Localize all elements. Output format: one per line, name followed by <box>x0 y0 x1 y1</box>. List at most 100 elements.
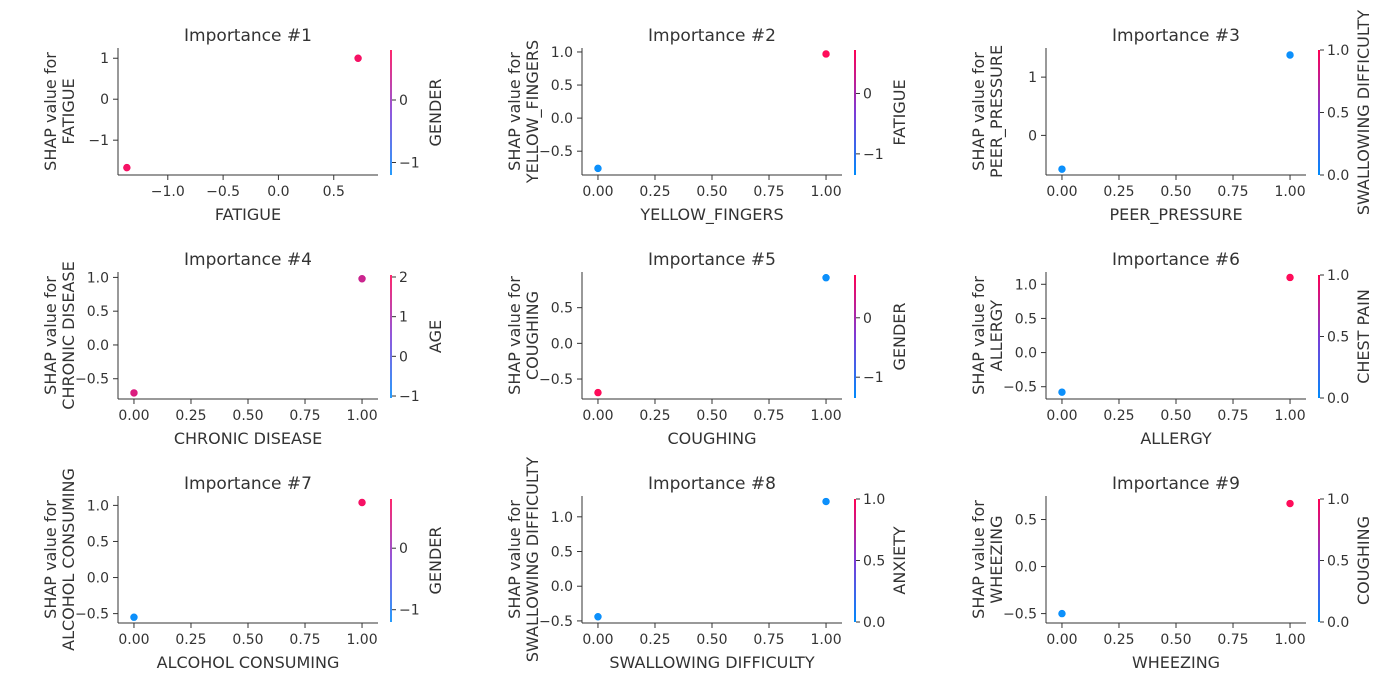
x-tick-label: 0.00 <box>582 184 613 200</box>
x-tick-label: −0.5 <box>206 184 240 200</box>
y-tick-label: −0.5 <box>1003 607 1037 623</box>
subplot-title: Importance #3 <box>1112 26 1240 46</box>
y-axis-label-line2: YELLOW_FINGERS <box>523 40 543 184</box>
y-tick-label: 0.0 <box>87 571 109 587</box>
colorbar-tick-label: −1 <box>863 147 884 163</box>
y-axis-label-line2: ALLERGY <box>987 300 1006 372</box>
subplot-4: Importance #40.00 0.25 0.50 0.75 1.00−0.50.0… <box>41 250 445 448</box>
y-axis-label-line1: SHAP value for <box>969 52 988 171</box>
y-tick-label: 1.0 <box>1015 277 1037 293</box>
x-tick-label: 1.00 <box>810 184 841 200</box>
x-tick-label: 0.50 <box>232 408 263 424</box>
colorbar-tick-label: 0.0 <box>1327 615 1349 631</box>
x-tick-label: 0.75 <box>289 632 320 648</box>
x-tick-label: 0.50 <box>696 184 727 200</box>
subplot-title: Importance #8 <box>648 474 776 494</box>
x-axis-label: YELLOW_FINGERS <box>639 205 783 225</box>
subplot-title: Importance #4 <box>184 250 312 270</box>
x-tick-label: 0.75 <box>753 632 784 648</box>
colorbar-gradient <box>854 275 856 398</box>
subplot-2: Importance #20.00 0.25 0.50 0.75 1.00−0.50.0… <box>505 26 909 225</box>
colorbar-label: COUGHING <box>1354 516 1373 605</box>
colorbar-label: GENDER <box>426 78 445 146</box>
y-axis-label-line2: PEER_PRESSURE <box>987 45 1007 178</box>
colorbar-tick-label: −1 <box>399 603 420 619</box>
x-tick-label: 0.50 <box>232 632 263 648</box>
colorbar-tick-label: 0.0 <box>1327 391 1349 407</box>
colorbar-tick-label: 1.0 <box>863 492 885 508</box>
colorbar-label: ANXIETY <box>890 526 909 594</box>
x-axis-label: PEER_PRESSURE <box>1109 205 1242 225</box>
colorbar-tick-label: 0.5 <box>1327 330 1349 346</box>
x-tick-label: 1.00 <box>346 632 377 648</box>
data-point <box>1058 609 1066 618</box>
colorbar-label: FATIGUE <box>890 79 909 145</box>
y-axis-label-line1: SHAP value for <box>41 276 60 395</box>
y-tick-label: 0.0 <box>551 111 573 127</box>
colorbar-tick-label: 0.0 <box>863 615 885 631</box>
data-point <box>822 497 830 506</box>
x-tick-label: 0.50 <box>1160 408 1191 424</box>
y-tick-label: 1.0 <box>87 270 109 286</box>
y-tick-label: 0.0 <box>551 336 573 352</box>
subplot-title: Importance #7 <box>184 474 312 494</box>
data-point <box>822 274 830 282</box>
x-tick-label: 0.00 <box>1046 632 1077 648</box>
data-point <box>130 389 138 397</box>
y-tick-label: −0.5 <box>539 144 573 160</box>
x-tick-label: 1.00 <box>1274 632 1305 648</box>
x-tick-label: −1.0 <box>151 184 185 200</box>
y-tick-label: 0.5 <box>1015 311 1037 327</box>
colorbar-label: AGE <box>426 320 445 353</box>
colorbar: 1.0 0.5 0.0 SWALLOWING DIFFICULTY <box>1318 10 1373 215</box>
y-tick-label: 0.5 <box>551 301 573 317</box>
x-tick-label: 0.00 <box>118 408 149 424</box>
x-tick-label: 0.00 <box>582 408 613 424</box>
x-tick-label: 0.50 <box>696 632 727 648</box>
colorbar: 0 −1 GENDER <box>854 275 909 398</box>
x-axis-label: FATIGUE <box>215 205 281 224</box>
x-tick-label: 0.75 <box>289 408 320 424</box>
subplot-title: Importance #6 <box>1112 250 1240 270</box>
colorbar-tick-label: −1 <box>863 370 884 386</box>
y-tick-label: 1 <box>1028 70 1037 86</box>
y-tick-label: −0.5 <box>539 614 573 630</box>
x-tick-label: 1.00 <box>346 408 377 424</box>
x-axis-label: ALCOHOL CONSUMING <box>157 653 340 672</box>
colorbar-tick-label: −1 <box>399 389 420 405</box>
y-tick-label: −0.5 <box>75 372 109 388</box>
data-point <box>1286 499 1294 508</box>
y-tick-label: 0.0 <box>1015 560 1037 576</box>
y-axis-label-line2: FATIGUE <box>59 78 78 144</box>
y-tick-label: −0.5 <box>1003 380 1037 396</box>
data-point <box>354 54 362 62</box>
x-tick-label: 0.00 <box>118 632 149 648</box>
x-tick-label: 0.00 <box>582 632 613 648</box>
x-tick-label: 1.00 <box>1274 408 1305 424</box>
y-tick-label: −0.5 <box>539 372 573 388</box>
data-point <box>1058 165 1066 173</box>
colorbar-tick-label: 1.0 <box>1327 43 1349 59</box>
colorbar-gradient <box>1318 499 1320 622</box>
y-tick-label: 1 <box>100 51 109 67</box>
data-point <box>130 613 138 621</box>
y-axis-label-line1: SHAP value for <box>41 52 60 171</box>
subplot-7: Importance #70.00 0.25 0.50 0.75 1.00−0.50.0… <box>41 468 445 672</box>
subplot-8: Importance #8 0.00 0.25 0.50 0.75 1.00 −0.5 0.0… <box>505 457 909 672</box>
y-tick-label: 0.0 <box>87 338 109 354</box>
y-tick-label: −0.5 <box>75 607 109 623</box>
x-tick-label: 1.00 <box>810 632 841 648</box>
x-tick-label: 0.00 <box>1046 408 1077 424</box>
colorbar-tick-label: 1 <box>399 310 408 326</box>
colorbar-gradient <box>1318 275 1320 398</box>
y-tick-label: 0.5 <box>551 78 573 94</box>
x-tick-label: 0.25 <box>1103 184 1134 200</box>
colorbar-tick-label: 0 <box>863 311 872 327</box>
colorbar: 0 −1 GENDER <box>390 50 445 175</box>
y-tick-label: −1 <box>88 133 109 149</box>
subplot-5: Importance #50.00 0.25 0.50 0.75 1.00−0.50.0… <box>505 250 909 448</box>
y-axis-label-line2: CHRONIC DISEASE <box>59 261 78 409</box>
data-point <box>1058 388 1066 396</box>
y-axis-label-line2: ALCOHOL CONSUMING <box>59 468 78 651</box>
